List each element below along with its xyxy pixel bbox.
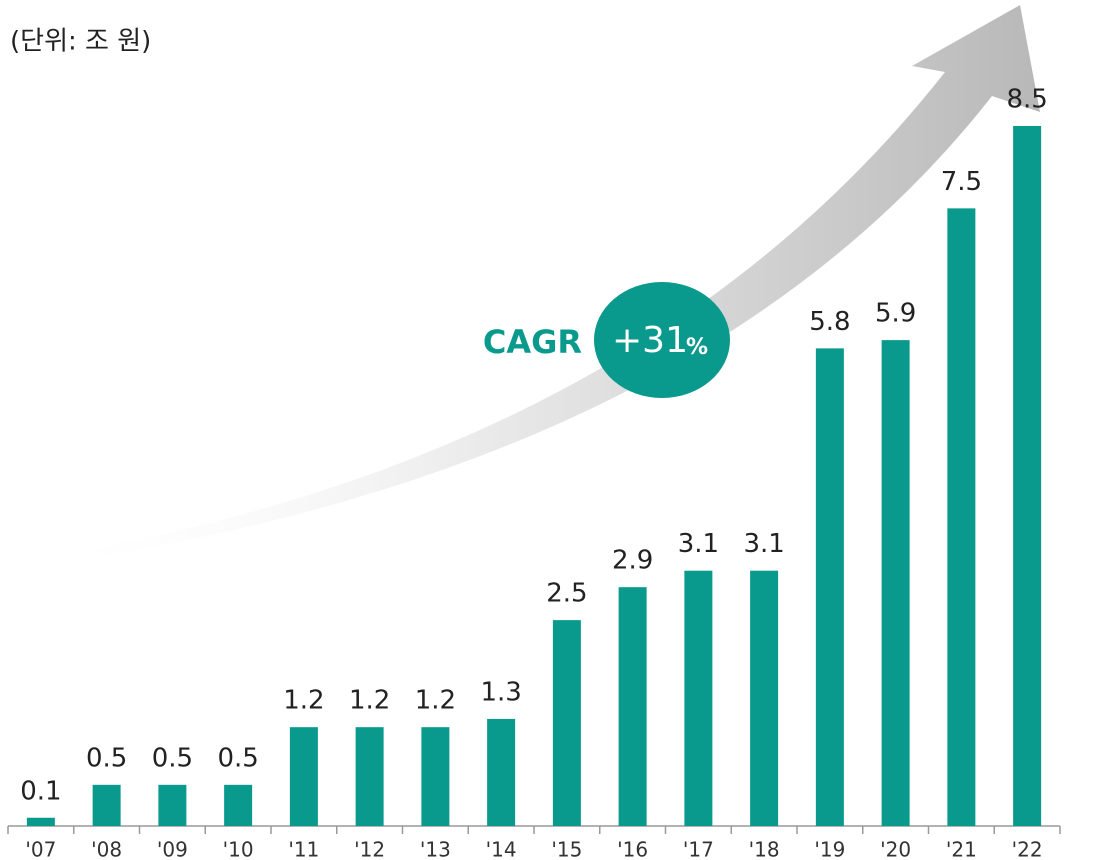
x-tick-label: '17 — [683, 838, 714, 860]
bar — [684, 570, 713, 826]
bar — [1013, 126, 1042, 826]
x-tick-label: '14 — [486, 838, 517, 860]
x-tick-label: '22 — [1012, 838, 1043, 860]
value-label: 3.1 — [743, 529, 784, 559]
bar — [881, 340, 910, 826]
unit-label: (단위: 조 원) — [10, 27, 151, 57]
bar — [618, 587, 647, 826]
value-label: 8.5 — [1006, 85, 1047, 115]
value-label: 1.2 — [283, 686, 324, 716]
value-label: 7.5 — [941, 167, 982, 197]
x-tick-label: '12 — [354, 838, 385, 860]
bar — [224, 784, 253, 826]
value-label: 2.9 — [612, 546, 653, 576]
x-tick-label: '09 — [157, 838, 188, 860]
value-label: 2.5 — [546, 579, 587, 609]
bar — [815, 348, 844, 826]
x-tick-label: '07 — [25, 838, 56, 860]
x-tick-label: '11 — [288, 838, 319, 860]
x-tick-label: '08 — [91, 838, 122, 860]
value-label: 3.1 — [678, 529, 719, 559]
cagr-unit: % — [686, 335, 708, 360]
value-label: 5.8 — [809, 307, 850, 337]
x-tick-label: '21 — [946, 838, 977, 860]
cagr-label: CAGR — [483, 323, 582, 361]
cagr-value: +31 — [612, 320, 688, 361]
value-label: 0.1 — [20, 776, 61, 806]
bar — [552, 620, 581, 826]
cagr-badge — [594, 282, 730, 398]
bar — [487, 718, 516, 826]
bar — [158, 784, 187, 826]
bar — [750, 570, 779, 826]
x-tick-label: '13 — [420, 838, 451, 860]
x-tick-label: '10 — [223, 838, 254, 860]
value-label: 5.9 — [875, 299, 916, 329]
bar — [92, 784, 121, 826]
bar — [355, 727, 384, 826]
value-label: 0.5 — [217, 743, 258, 773]
trend-arrow — [40, 5, 1040, 566]
value-label: 1.2 — [415, 686, 456, 716]
x-tick-label: '18 — [749, 838, 780, 860]
x-tick-label: '19 — [814, 838, 845, 860]
value-label: 0.5 — [152, 743, 193, 773]
bar — [421, 727, 450, 826]
bar — [289, 727, 318, 826]
x-tick-label: '20 — [880, 838, 911, 860]
bar — [947, 208, 976, 827]
x-tick-label: '16 — [617, 838, 648, 860]
x-tick-label: '15 — [551, 838, 582, 860]
value-label: 1.3 — [480, 677, 521, 707]
value-label: 1.2 — [349, 686, 390, 716]
value-label: 0.5 — [86, 743, 127, 773]
bar — [26, 817, 55, 826]
